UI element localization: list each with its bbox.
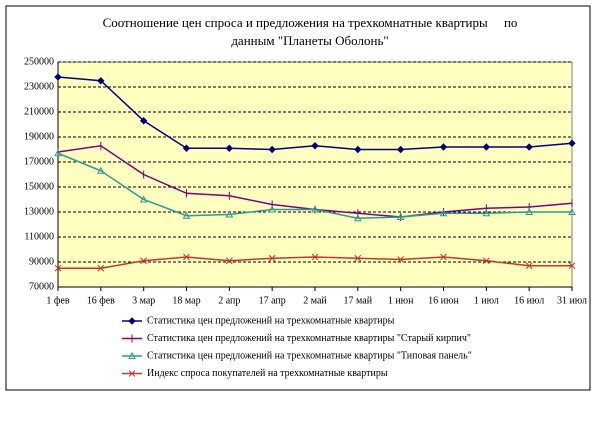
marker bbox=[128, 317, 136, 325]
marker bbox=[439, 209, 448, 217]
x-tick-label: 2 апр bbox=[218, 295, 240, 306]
marker bbox=[268, 254, 276, 262]
marker bbox=[139, 117, 148, 125]
marker bbox=[225, 257, 233, 265]
marker bbox=[182, 211, 191, 219]
marker bbox=[440, 253, 447, 261]
marker bbox=[396, 145, 405, 154]
marker bbox=[396, 212, 405, 220]
marker bbox=[311, 205, 319, 213]
legend-label: Статистика цен предложений на трехкомнат… bbox=[147, 315, 395, 326]
legend-label: Статистика цен предложений на трехкомнат… bbox=[147, 333, 471, 344]
marker bbox=[183, 253, 190, 261]
marker bbox=[182, 144, 191, 152]
y-tick-label: 250000 bbox=[24, 56, 54, 67]
marker bbox=[140, 257, 148, 265]
marker bbox=[128, 370, 136, 377]
marker bbox=[96, 166, 105, 174]
y-tick-label: 130000 bbox=[24, 206, 54, 217]
x-tick-label: 1 фев bbox=[46, 295, 69, 306]
marker bbox=[268, 145, 276, 154]
chart-title: Соотношение цен спроса и предложения на … bbox=[102, 15, 521, 48]
x-tick-label: 16 июл bbox=[514, 295, 544, 306]
marker bbox=[225, 210, 234, 218]
marker bbox=[54, 149, 62, 157]
marker bbox=[482, 257, 490, 265]
marker bbox=[97, 77, 105, 85]
marker bbox=[128, 351, 136, 359]
x-tick-label: 31 июл bbox=[557, 295, 587, 306]
marker bbox=[354, 145, 362, 154]
marker bbox=[397, 256, 405, 263]
series-line bbox=[57, 152, 572, 220]
x-tick-label: 18 мар bbox=[172, 295, 200, 306]
legend-label: Статистика цен предложений на трехкомнат… bbox=[147, 350, 472, 361]
plot-area bbox=[57, 61, 573, 288]
x-tick-label: 16 фев bbox=[87, 295, 115, 306]
y-tick-label: 70000 bbox=[29, 281, 54, 292]
marker bbox=[568, 207, 576, 215]
marker bbox=[525, 207, 534, 215]
y-tick-label: 210000 bbox=[24, 106, 54, 117]
y-tick-label: 110000 bbox=[24, 231, 54, 242]
x-tick-label: 16 июн bbox=[428, 295, 459, 306]
x-tick-label: 2 май bbox=[303, 295, 327, 306]
y-tick-label: 170000 bbox=[24, 156, 54, 167]
x-tick-label: 3 мар bbox=[132, 295, 155, 306]
x-tick-label: 1 июн bbox=[388, 295, 414, 306]
marker bbox=[482, 209, 491, 217]
legend-label: Индекс спроса покупателей на трехкомнатн… bbox=[147, 368, 388, 379]
marker bbox=[54, 264, 62, 272]
marker bbox=[439, 143, 448, 151]
y-tick-label: 190000 bbox=[24, 131, 54, 142]
y-tick-label: 150000 bbox=[24, 181, 54, 192]
y-tick-label: 230000 bbox=[24, 81, 54, 92]
marker bbox=[568, 139, 576, 147]
marker bbox=[225, 144, 234, 152]
marker bbox=[311, 253, 319, 261]
x-tick-label: 17 апр bbox=[259, 295, 286, 306]
x-tick-label: 17 май bbox=[344, 295, 373, 306]
marker bbox=[97, 264, 105, 272]
marker bbox=[268, 205, 277, 213]
marker bbox=[525, 143, 533, 151]
marker bbox=[354, 254, 362, 262]
marker bbox=[353, 214, 362, 222]
marker bbox=[311, 142, 319, 150]
marker bbox=[139, 195, 148, 203]
marker bbox=[568, 262, 576, 270]
x-tick-label: 1 июл bbox=[474, 295, 499, 306]
marker bbox=[525, 262, 533, 270]
marker bbox=[54, 73, 62, 81]
marker bbox=[482, 143, 491, 151]
y-tick-label: 90000 bbox=[29, 256, 54, 267]
